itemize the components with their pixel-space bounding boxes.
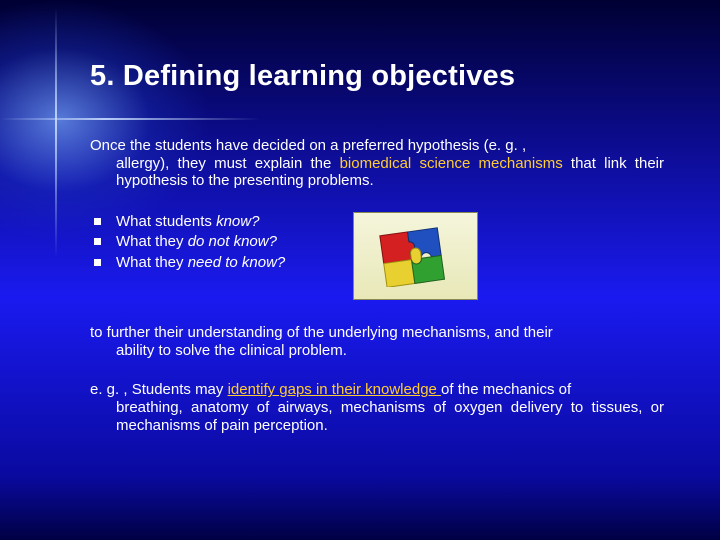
example-paragraph: e. g. , Students may identify gaps in th…	[90, 381, 664, 434]
continuation-paragraph: to further their understanding of the un…	[90, 324, 664, 359]
ex-highlight: identify gaps in their knowledge	[228, 381, 441, 398]
bullet-1-text: What students	[116, 213, 216, 230]
intro-line1: Once the students have decided on a pref…	[90, 137, 526, 154]
puzzle-image	[353, 212, 478, 300]
ex-post: of the mechanics of	[441, 381, 571, 398]
bullet-1: What students know?	[90, 212, 285, 232]
intro-line2a: allergy), they must explain the	[116, 155, 340, 172]
cont-line2: ability to solve the clinical problem.	[90, 342, 664, 360]
cont-line1: to further their understanding of the un…	[90, 324, 553, 341]
bullets-row: What students know? What they do not kno…	[90, 212, 664, 300]
bullet-3-text: What they	[116, 254, 188, 271]
bullet-list: What students know? What they do not kno…	[90, 212, 285, 273]
bullet-2: What they do not know?	[90, 232, 285, 252]
intro-highlight: biomedical science mechanisms	[340, 155, 563, 172]
puzzle-icon	[377, 225, 455, 287]
ex-indent: breathing, anatomy of airways, mechanism…	[90, 399, 664, 434]
ex-pre: e. g. , Students may	[90, 381, 228, 398]
bullet-3-emph: need to know?	[188, 254, 286, 271]
bullet-2-emph: do not know?	[188, 233, 277, 250]
bullet-2-text: What they	[116, 233, 188, 250]
bullet-3: What they need to know?	[90, 253, 285, 273]
slide-content: 5. Defining learning objectives Once the…	[0, 0, 720, 540]
intro-paragraph: Once the students have decided on a pref…	[90, 137, 664, 190]
slide-title: 5. Defining learning objectives	[90, 60, 664, 93]
bullet-1-emph: know?	[216, 213, 259, 230]
